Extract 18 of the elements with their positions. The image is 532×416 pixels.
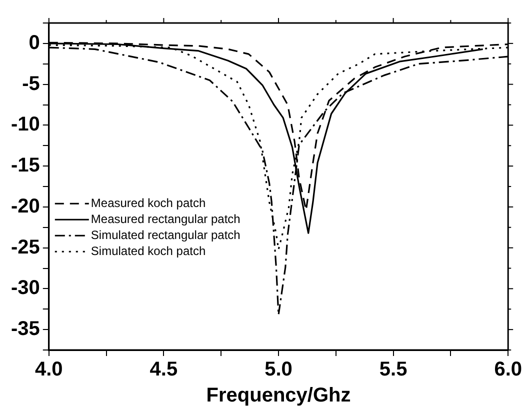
x-tick-label: 4.5: [150, 358, 178, 381]
y-tick-label: -30: [11, 277, 40, 300]
legend-label: Simulated rectangular patch: [90, 228, 240, 242]
legend-label: Simulated koch patch: [90, 244, 206, 258]
legend-label: Measured rectangular patch: [90, 212, 240, 226]
y-tick-label: 0: [28, 32, 40, 54]
y-tick-label: -10: [11, 114, 40, 136]
y-tick-label: -15: [11, 154, 40, 177]
y-tick-label: -25: [11, 236, 40, 258]
x-tick-label: 4.0: [35, 358, 63, 381]
x-tick-label: 5.5: [379, 358, 408, 381]
x-tick-label: 5.0: [264, 358, 292, 381]
y-tick-label: -20: [11, 195, 40, 218]
y-tick-label: -5: [22, 72, 40, 95]
x-axis-title: Frequency/Ghz: [206, 384, 351, 407]
y-tick-label: -35: [11, 318, 40, 340]
legend-label: Measured koch patch: [90, 196, 206, 210]
x-tick-label: 6.0: [494, 358, 522, 381]
